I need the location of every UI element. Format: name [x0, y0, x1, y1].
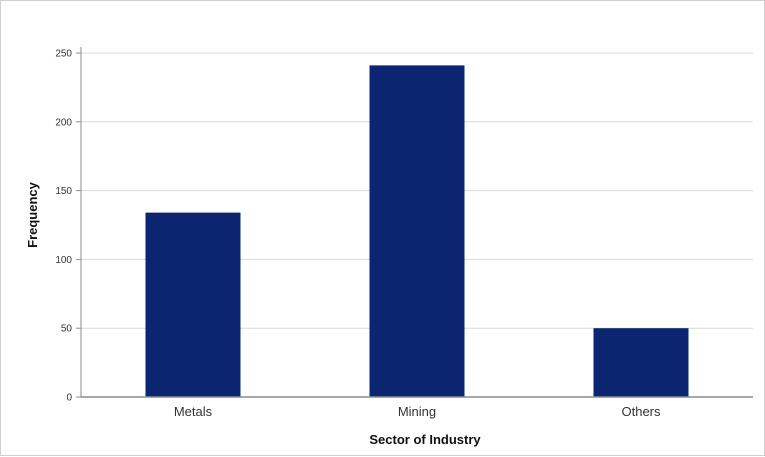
- bar-metals: [145, 212, 241, 397]
- x-tick-label-mining: Mining: [398, 404, 436, 419]
- x-axis-title: Sector of Industry: [369, 432, 481, 447]
- x-tick-label-metals: Metals: [174, 404, 213, 419]
- bar-mining: [369, 65, 465, 397]
- x-tick-label-others: Others: [621, 404, 661, 419]
- x-tick-labels: Metals Mining Others: [174, 404, 661, 419]
- y-tick-labels: 0 50 100 150 200 250: [55, 49, 81, 404]
- axes: [80, 47, 753, 398]
- y-tick-label-250: 250: [55, 49, 72, 60]
- y-axis-title: Frequency: [25, 181, 40, 248]
- y-tick-label-0: 0: [66, 393, 72, 404]
- y-tick-label-50: 50: [61, 324, 73, 335]
- y-tick-label-200: 200: [55, 117, 72, 128]
- y-tick-label-100: 100: [55, 255, 72, 266]
- bar-others: [593, 328, 689, 397]
- y-tick-label-150: 150: [55, 186, 72, 197]
- bars: [145, 65, 689, 397]
